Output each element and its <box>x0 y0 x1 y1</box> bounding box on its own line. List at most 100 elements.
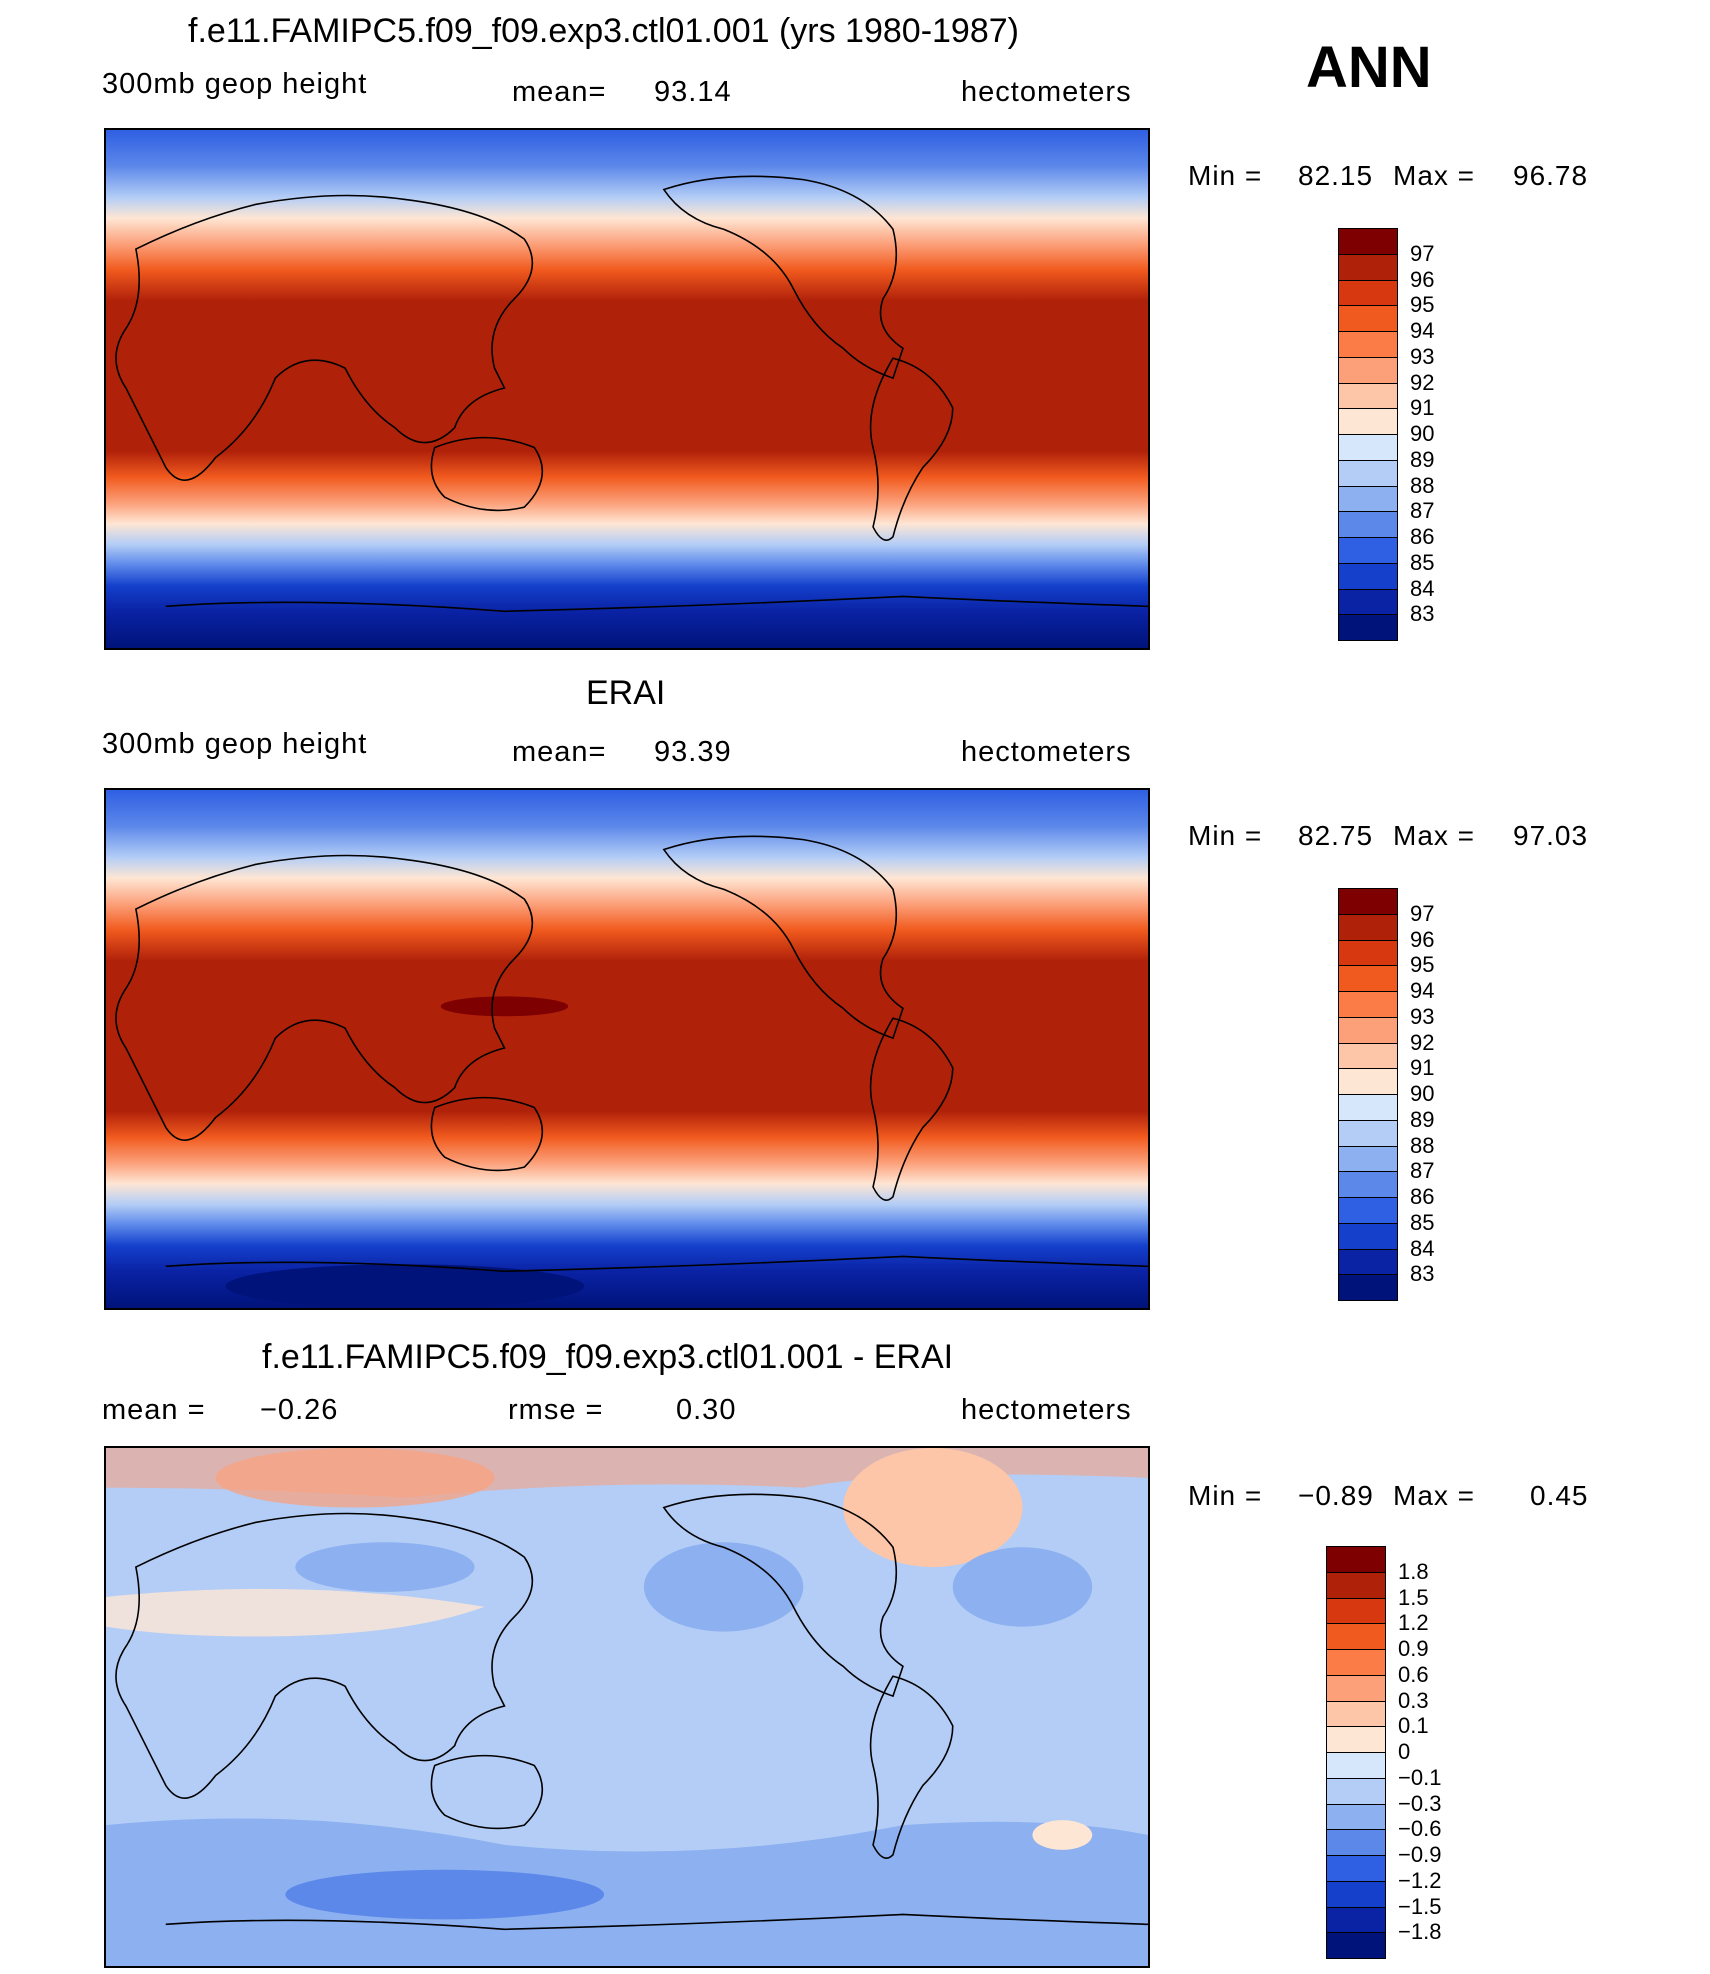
panel-diff-max-value: 0.45 <box>1530 1480 1589 1511</box>
colorbar-label: 96 <box>1410 926 1435 952</box>
panel-obs-mean-value: 93.39 <box>654 736 732 768</box>
panel-obs-mean-label: mean= <box>512 736 607 768</box>
colorbar-segment <box>1338 913 1398 941</box>
colorbar-segment <box>1338 1119 1398 1147</box>
panel-model-variable: 300mb geop height <box>102 68 368 100</box>
colorbar-segment <box>1338 1274 1398 1301</box>
colorbar-segment <box>1338 1094 1398 1121</box>
panel-model-map <box>104 128 1150 650</box>
colorbar-segment <box>1326 1623 1386 1650</box>
panel-model-max-value: 96.78 <box>1513 160 1589 191</box>
colorbar-label: 95 <box>1410 292 1435 318</box>
colorbar-segment <box>1338 331 1398 358</box>
colorbar-segment <box>1338 1248 1398 1276</box>
diff-southern-negative <box>106 1818 1148 1966</box>
panel-diff-colorbar: 1.8 1.5 1.2 0.9 0.6 0.3 0.1 0 −0.1 −0.3 −0.6 −0.9 −1… <box>1326 1546 1441 1959</box>
colorbar-label: 0.1 <box>1398 1713 1429 1739</box>
colorbar-label: 0.9 <box>1398 1636 1429 1661</box>
panel-obs-title: ERAI <box>586 674 666 712</box>
panel-obs-map <box>104 788 1150 1310</box>
colorbar-label: 1.5 <box>1398 1584 1429 1610</box>
colorbar-segment <box>1338 537 1398 564</box>
colorbar-label: 90 <box>1410 421 1435 446</box>
colorbar-segment <box>1338 888 1398 915</box>
colorbar-label: 83 <box>1410 601 1435 627</box>
colorbar-label: 97 <box>1410 240 1435 266</box>
panel-obs-max-value: 97.03 <box>1513 820 1589 851</box>
colorbar-segment <box>1338 511 1398 538</box>
colorbar-segment <box>1338 356 1398 384</box>
colorbar-label: −0.3 <box>1398 1790 1442 1816</box>
colorbar-label: 86 <box>1410 524 1435 549</box>
colorbar-segment <box>1338 614 1398 641</box>
colorbar-segment <box>1326 1932 1386 1959</box>
colorbar-label: 1.2 <box>1398 1610 1429 1636</box>
colorbar-segment <box>1326 1777 1386 1805</box>
colorbar-segment <box>1338 1068 1398 1095</box>
colorbar-segment <box>1338 485 1398 513</box>
colorbar-label: 95 <box>1410 952 1435 978</box>
colorbar-label: 89 <box>1410 446 1435 472</box>
colorbar-segment <box>1338 459 1398 487</box>
colorbar-segment <box>1326 1571 1386 1599</box>
colorbar-label: 96 <box>1410 266 1435 292</box>
panel-diff-rmse-value: 0.30 <box>676 1394 737 1426</box>
panel-diff-title: f.e11.FAMIPC5.f09_f09.exp3.ctl01.001 - E… <box>262 1338 954 1376</box>
panel-diff-mean-label: mean = <box>102 1394 206 1426</box>
diff-negative-region-2 <box>643 1542 804 1632</box>
panel-diff-map <box>104 1446 1150 1968</box>
panel-model-mean-value: 93.14 <box>654 76 732 108</box>
model-height-field <box>106 130 1148 648</box>
colorbar-label: 85 <box>1410 549 1435 575</box>
colorbar-label: 0.6 <box>1398 1661 1429 1687</box>
panel-diff-min-label: Min = <box>1188 1480 1263 1511</box>
colorbar-label: −1.5 <box>1398 1893 1442 1919</box>
colorbar-label: 85 <box>1410 1209 1435 1235</box>
colorbar-segment <box>1338 1145 1398 1173</box>
colorbar-label: 92 <box>1410 369 1435 395</box>
colorbar-label: 84 <box>1410 575 1435 601</box>
diff-negative-region-1 <box>295 1542 475 1592</box>
panel-model-mean-label: mean= <box>512 76 607 108</box>
colorbar-segment <box>1338 1197 1398 1224</box>
diff-negative-region-3 <box>952 1547 1093 1627</box>
panel-model-max-label: Max = <box>1393 160 1476 191</box>
colorbar-label: −1.2 <box>1398 1867 1442 1893</box>
diff-positive-band <box>106 1588 485 1637</box>
colorbar-segment <box>1338 279 1398 307</box>
panel-obs-max-label: Max = <box>1393 820 1476 851</box>
colorbar-label: −0.1 <box>1398 1764 1442 1790</box>
colorbar-segment <box>1338 408 1398 435</box>
panel-model-colorbar: 97 96 95 94 93 92 91 90 89 88 87 86 85 84 83 <box>1338 228 1434 641</box>
colorbar-label: 84 <box>1410 1235 1435 1261</box>
colorbar-label: 97 <box>1410 900 1435 926</box>
panel-obs-variable: 300mb geop height <box>102 728 368 760</box>
colorbar-segment <box>1326 1597 1386 1625</box>
colorbar-segment <box>1326 1674 1386 1702</box>
colorbar-segment <box>1326 1880 1386 1908</box>
colorbar-segment <box>1338 1171 1398 1198</box>
colorbar-segment <box>1338 382 1398 410</box>
panel-diff-max-label: Max = <box>1393 1480 1476 1511</box>
colorbar-label: −1.8 <box>1398 1919 1442 1945</box>
colorbar-label: 93 <box>1410 343 1435 369</box>
colorbar-segment <box>1338 305 1398 332</box>
colorbar-segment <box>1326 1803 1386 1831</box>
panel-obs-min-value: 82.75 <box>1298 820 1374 851</box>
panel-obs-min-label: Min = <box>1188 820 1263 851</box>
panel-model-min-label: Min = <box>1188 160 1263 191</box>
colorbar-label: −0.6 <box>1398 1816 1442 1842</box>
colorbar-segment <box>1326 1829 1386 1856</box>
obs-min-center <box>225 1264 585 1308</box>
panel-diff-min-value: −0.89 <box>1298 1480 1374 1511</box>
panel-obs-units: hectometers <box>961 736 1132 768</box>
panel-model-units: hectometers <box>961 76 1132 108</box>
colorbar-segment <box>1338 1016 1398 1044</box>
colorbar-label: 91 <box>1410 1055 1435 1081</box>
colorbar-segment <box>1326 1726 1386 1753</box>
diff-positive-region-asia <box>215 1448 495 1508</box>
colorbar-segment <box>1338 1042 1398 1070</box>
colorbar-label: 0 <box>1398 1739 1411 1764</box>
colorbar-label: 89 <box>1410 1106 1435 1132</box>
obs-height-field <box>106 790 1148 1308</box>
